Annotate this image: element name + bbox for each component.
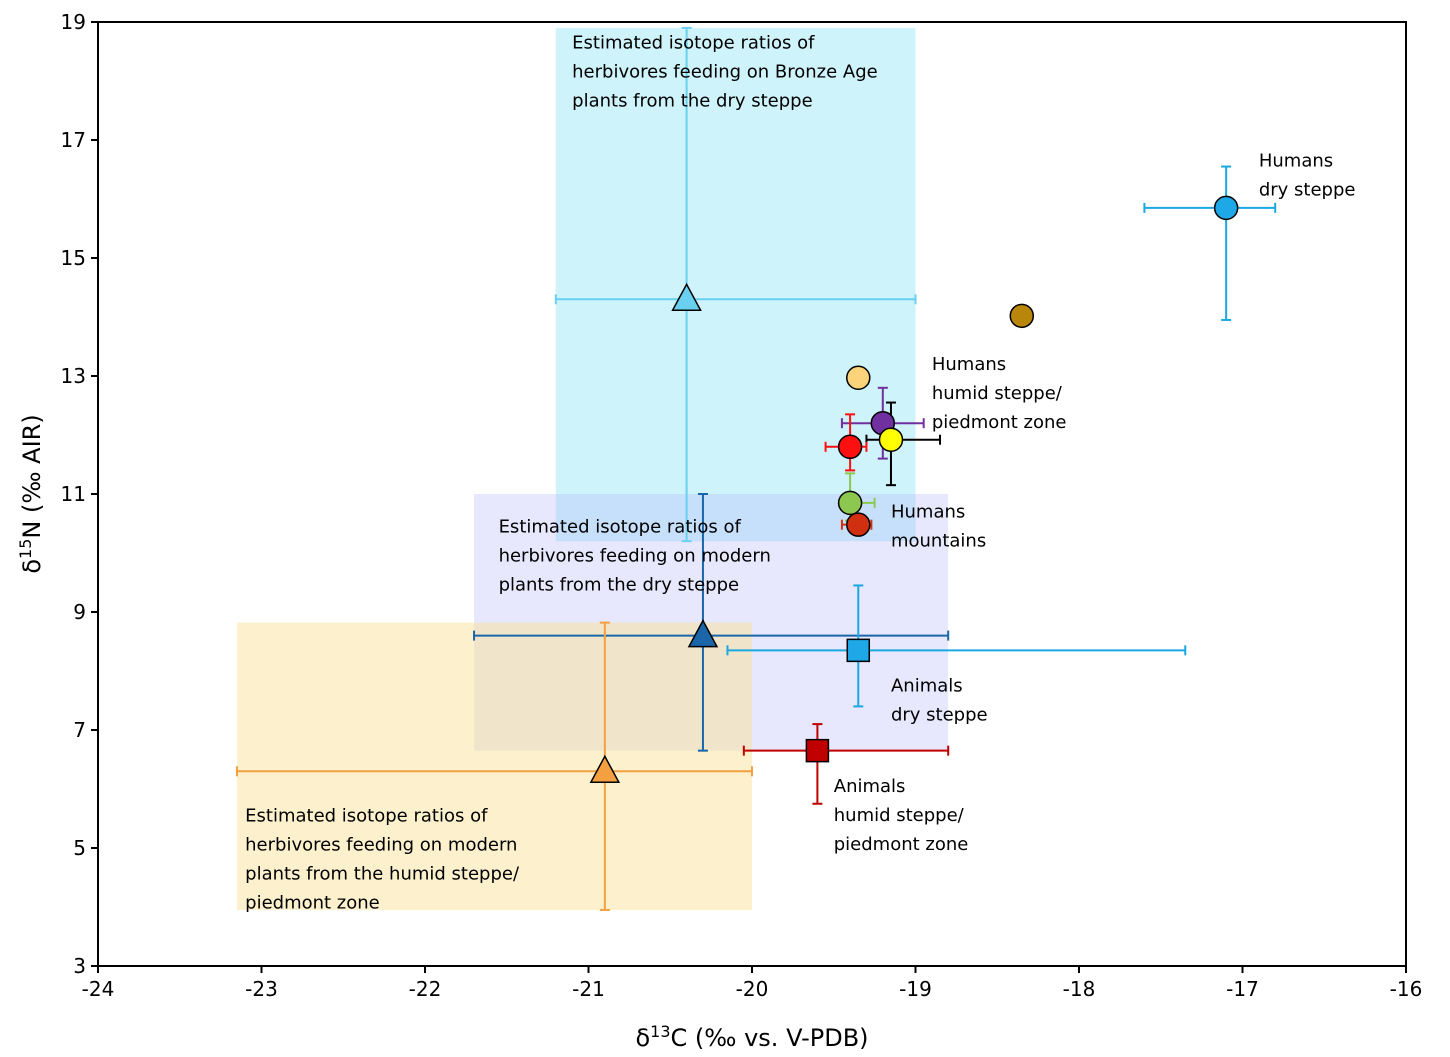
annotation-line: mountains bbox=[891, 531, 986, 552]
annotation-line: humid steppe/ bbox=[834, 805, 965, 826]
annotation-line: Estimated isotope ratios of bbox=[499, 516, 742, 537]
y-tick-label: 17 bbox=[61, 128, 86, 152]
x-tick-label: -24 bbox=[82, 977, 115, 1001]
annotations: Estimated isotope ratios of herbivores fe… bbox=[245, 33, 1355, 914]
point-4 bbox=[1009, 303, 1035, 329]
point-7 bbox=[878, 427, 904, 452]
x-tick-label: -21 bbox=[572, 977, 605, 1001]
annotation-line: plants from the dry steppe bbox=[499, 574, 740, 595]
annotation-line: piedmont zone bbox=[834, 834, 969, 855]
annotation-7: Animals humid steppe/piedmont zone bbox=[834, 776, 969, 855]
annotation-4: Humans humid steppe/piedmont zone bbox=[932, 354, 1067, 433]
shaded-regions bbox=[236, 27, 949, 910]
data-markers bbox=[589, 195, 1239, 784]
x-axis: -24 -23 -22 -21 -20 -19 -18 -17 -16 bbox=[82, 966, 1423, 1001]
region-2 bbox=[236, 622, 753, 910]
y-tick-label: 19 bbox=[61, 10, 86, 34]
x-axis-title: δ13C (‰ vs. V-PDB) bbox=[635, 1022, 868, 1052]
annotation-line: Animals bbox=[834, 776, 906, 797]
y-axis-title: δ15N (‰ AIR) bbox=[16, 414, 46, 573]
point-2 bbox=[589, 754, 621, 784]
annotation-line: Estimated isotope ratios of bbox=[245, 805, 488, 826]
annotation-line: Humans bbox=[891, 502, 965, 523]
annotation-line: Humans bbox=[932, 354, 1006, 375]
annotation-0: Estimated isotope ratios of herbivores fe… bbox=[572, 33, 878, 112]
point-11 bbox=[846, 638, 871, 663]
annotation-line: Estimated isotope ratios of bbox=[572, 33, 815, 54]
x-tick-label: -22 bbox=[409, 977, 442, 1001]
x-tick-label: -17 bbox=[1226, 977, 1259, 1001]
annotation-3: Humans dry steppe bbox=[1259, 151, 1356, 201]
y-tick-label: 3 bbox=[73, 954, 86, 978]
annotation-6: Animals dry steppe bbox=[891, 676, 988, 726]
annotation-line: plants from the humid steppe/ bbox=[245, 863, 520, 884]
point-3 bbox=[1213, 195, 1239, 221]
point-8 bbox=[837, 434, 863, 460]
point-10 bbox=[846, 512, 871, 537]
y-tick-label: 13 bbox=[61, 364, 86, 388]
y-tick-label: 15 bbox=[61, 246, 86, 270]
point-9 bbox=[837, 490, 863, 516]
y-axis: 3 5 7 9 11 13 15 17 19 bbox=[61, 10, 98, 978]
annotation-line: herbivores feeding on modern bbox=[499, 545, 771, 566]
annotation-line: Humans bbox=[1259, 151, 1333, 172]
annotation-line: dry steppe bbox=[891, 705, 988, 726]
annotation-line: piedmont zone bbox=[245, 892, 380, 913]
annotation-line: humid steppe/ bbox=[932, 383, 1063, 404]
x-tick-label: -18 bbox=[1063, 977, 1096, 1001]
annotation-2: Estimated isotope ratios of herbivores fe… bbox=[245, 805, 520, 913]
annotation-line: dry steppe bbox=[1259, 180, 1356, 201]
annotation-5: Humans mountains bbox=[891, 502, 986, 552]
point-5 bbox=[846, 365, 871, 391]
y-tick-label: 5 bbox=[73, 836, 86, 860]
point-12 bbox=[805, 738, 830, 763]
annotation-line: herbivores feeding on Bronze Age bbox=[572, 62, 878, 83]
y-tick-label: 11 bbox=[61, 482, 86, 506]
y-tick-label: 7 bbox=[73, 718, 86, 742]
x-tick-label: -20 bbox=[736, 977, 769, 1001]
x-tick-label: -23 bbox=[245, 977, 278, 1001]
x-tick-label: -19 bbox=[899, 977, 932, 1001]
annotation-1: Estimated isotope ratios of herbivores fe… bbox=[499, 516, 771, 595]
point-0 bbox=[671, 282, 702, 312]
point-1 bbox=[687, 619, 719, 648]
x-tick-label: -16 bbox=[1390, 977, 1423, 1001]
annotation-line: Animals bbox=[891, 676, 963, 697]
annotation-line: piedmont zone bbox=[932, 412, 1067, 433]
annotation-line: herbivores feeding on modern bbox=[245, 834, 517, 855]
annotation-line: plants from the dry steppe bbox=[572, 91, 813, 112]
y-tick-label: 9 bbox=[73, 600, 86, 624]
